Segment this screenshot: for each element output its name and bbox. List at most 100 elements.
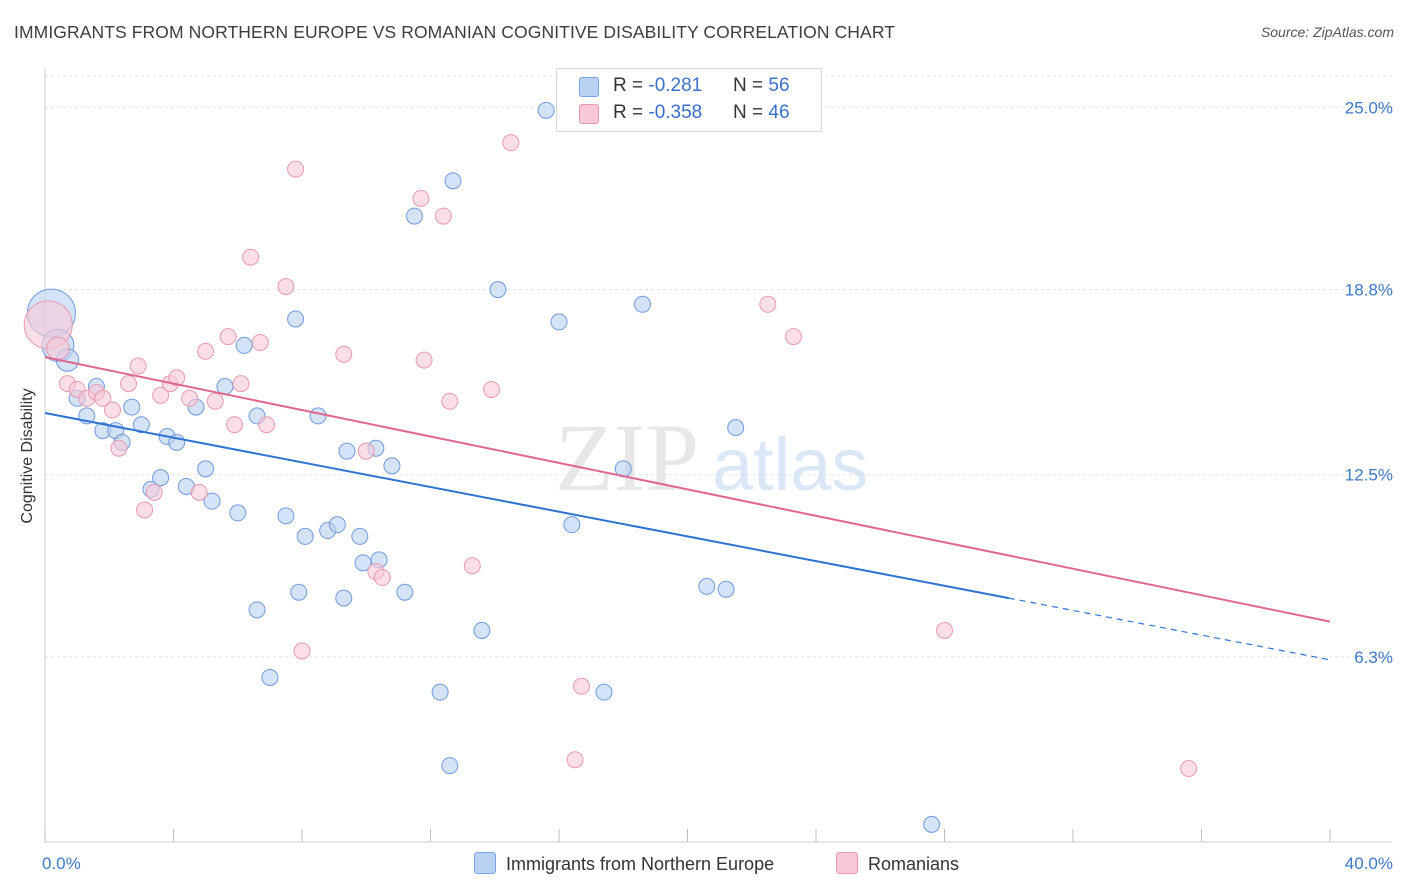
- point-romanians: [566, 751, 584, 769]
- point-northern-europe: [354, 554, 372, 572]
- point-romanians: [759, 295, 777, 313]
- y-tick-label: 6.3%: [1354, 648, 1393, 667]
- source-note: Source: ZipAtlas.com: [1260, 24, 1394, 40]
- legend-r-blue: R = -0.281: [613, 75, 703, 96]
- point-romanians: [190, 483, 208, 501]
- point-northern-europe: [396, 583, 414, 601]
- trend-lines: [44, 356, 1331, 661]
- point-romanians: [483, 380, 501, 398]
- point-northern-europe: [444, 172, 462, 190]
- bottom-legend-label-pink: Romanians: [868, 854, 960, 874]
- point-romanians: [572, 677, 590, 695]
- bottom-legend-label-blue: Immigrants from Northern Europe: [506, 854, 775, 874]
- point-romanians: [415, 351, 433, 369]
- point-romanians: [226, 416, 244, 434]
- point-romanians: [335, 345, 353, 363]
- point-northern-europe: [290, 583, 308, 601]
- axes: [44, 68, 1392, 843]
- point-northern-europe: [537, 101, 555, 119]
- point-northern-europe: [132, 416, 150, 434]
- point-northern-europe: [717, 580, 735, 598]
- point-romanians: [46, 336, 70, 361]
- point-romanians: [152, 386, 170, 404]
- point-romanians: [219, 328, 237, 346]
- point-romanians: [373, 569, 391, 587]
- y-tick-label: 18.8%: [1345, 281, 1393, 300]
- point-northern-europe: [550, 313, 568, 331]
- point-romanians: [412, 189, 430, 207]
- point-northern-europe: [923, 815, 941, 833]
- x-tick-label: 40.0%: [1345, 854, 1393, 873]
- point-northern-europe: [634, 295, 652, 313]
- point-romanians: [441, 392, 459, 410]
- point-northern-europe: [335, 589, 353, 607]
- point-romanians: [206, 392, 224, 410]
- point-northern-europe: [595, 683, 613, 701]
- watermark-atlas: atlas: [712, 423, 868, 506]
- tick-labels: 6.3% 12.5% 18.8% 25.0% 0.0% 40.0%: [42, 98, 1393, 873]
- trendline-northern-europe: [44, 412, 1009, 600]
- point-romanians: [145, 483, 163, 501]
- bottom-legend-romanians: Romanians: [836, 852, 959, 875]
- grid-lines: [45, 75, 1392, 658]
- point-romanians: [129, 357, 147, 375]
- chart-title: IMMIGRANTS FROM NORTHERN EUROPE VS ROMAN…: [14, 22, 896, 42]
- point-northern-europe: [489, 281, 507, 299]
- correlation-legend: R = -0.281 N = 56 R = -0.358 N = 46: [556, 68, 822, 132]
- point-romanians: [287, 160, 305, 178]
- point-northern-europe: [309, 407, 327, 425]
- point-northern-europe: [441, 757, 459, 775]
- point-romanians: [168, 369, 186, 387]
- point-romanians: [357, 442, 375, 460]
- point-northern-europe: [248, 601, 266, 619]
- bottom-legend-northern-europe: Immigrants from Northern Europe: [474, 852, 774, 875]
- legend-swatch-pink: [579, 104, 599, 124]
- point-romanians: [232, 375, 250, 393]
- point-northern-europe: [203, 492, 221, 510]
- point-northern-europe: [197, 460, 215, 478]
- point-northern-europe: [296, 527, 314, 545]
- point-romanians: [181, 389, 199, 407]
- point-northern-europe: [235, 336, 253, 354]
- point-northern-europe: [727, 419, 745, 437]
- y-tick-label: 25.0%: [1345, 98, 1393, 117]
- legend-r-pink: R = -0.358: [613, 102, 703, 123]
- y-axis-label: Cognitive Disability: [19, 388, 36, 524]
- point-northern-europe: [351, 527, 369, 545]
- point-romanians: [1180, 760, 1198, 778]
- point-romanians: [136, 501, 154, 519]
- bottom-legend-swatch-blue: [474, 852, 496, 874]
- point-romanians: [94, 389, 112, 407]
- watermark-zip: ZIP: [555, 404, 699, 511]
- point-northern-europe: [261, 668, 279, 686]
- x-tick-label: 0.0%: [42, 854, 81, 873]
- point-romanians: [197, 342, 215, 360]
- trendline-northern-europe-extension: [1008, 597, 1331, 661]
- point-romanians: [434, 207, 452, 225]
- point-northern-europe: [431, 683, 449, 701]
- point-northern-europe: [698, 577, 716, 595]
- trendline-romanians: [44, 356, 1331, 623]
- point-romanians: [110, 439, 128, 457]
- point-romanians: [502, 134, 520, 152]
- point-northern-europe: [277, 507, 295, 525]
- point-romanians: [463, 557, 481, 575]
- point-romanians: [293, 642, 311, 660]
- legend-n-blue: N = 56: [733, 75, 790, 96]
- point-northern-europe: [405, 207, 423, 225]
- point-northern-europe: [287, 310, 305, 328]
- point-northern-europe: [338, 442, 356, 460]
- bottom-legend-swatch-pink: [836, 852, 858, 874]
- point-northern-europe: [473, 621, 491, 639]
- point-northern-europe: [328, 516, 346, 534]
- scatter-points: [23, 101, 1198, 833]
- point-northern-europe: [123, 398, 141, 416]
- point-romanians: [120, 375, 138, 393]
- point-northern-europe: [152, 469, 170, 487]
- y-tick-label: 12.5%: [1345, 466, 1393, 485]
- point-romanians: [277, 278, 295, 296]
- point-romanians: [785, 328, 803, 346]
- legend-swatch-blue: [579, 77, 599, 97]
- point-romanians: [936, 621, 953, 639]
